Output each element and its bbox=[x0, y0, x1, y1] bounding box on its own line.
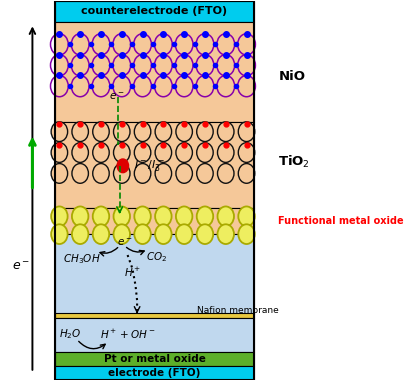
Circle shape bbox=[238, 142, 255, 162]
Circle shape bbox=[217, 224, 234, 244]
Circle shape bbox=[238, 207, 255, 226]
Circle shape bbox=[51, 224, 68, 244]
Circle shape bbox=[217, 207, 234, 226]
Circle shape bbox=[117, 159, 128, 173]
Circle shape bbox=[155, 224, 172, 244]
Circle shape bbox=[51, 122, 68, 141]
Text: electrode (FTO): electrode (FTO) bbox=[109, 368, 201, 378]
Circle shape bbox=[176, 142, 192, 162]
Text: $H_2O$: $H_2O$ bbox=[59, 327, 82, 341]
Text: Nafion membrane: Nafion membrane bbox=[197, 306, 279, 315]
Bar bbox=[55, 208, 254, 234]
Circle shape bbox=[197, 163, 213, 183]
Circle shape bbox=[93, 142, 109, 162]
Text: NiO: NiO bbox=[278, 70, 305, 83]
Circle shape bbox=[113, 142, 130, 162]
Circle shape bbox=[93, 224, 109, 244]
Text: counterelectrode (FTO): counterelectrode (FTO) bbox=[81, 6, 228, 16]
Text: $H^+$: $H^+$ bbox=[124, 266, 141, 279]
Circle shape bbox=[217, 122, 234, 141]
Text: $e^-$: $e^-$ bbox=[109, 91, 124, 102]
Circle shape bbox=[217, 142, 234, 162]
Circle shape bbox=[93, 207, 109, 226]
Circle shape bbox=[72, 207, 88, 226]
Circle shape bbox=[197, 122, 213, 141]
Circle shape bbox=[51, 163, 68, 183]
Text: $CH_3OH$: $CH_3OH$ bbox=[63, 253, 100, 266]
Circle shape bbox=[72, 142, 88, 162]
Text: Functional metal oxide: Functional metal oxide bbox=[278, 216, 404, 226]
Circle shape bbox=[113, 163, 130, 183]
FancyArrowPatch shape bbox=[100, 248, 118, 256]
Bar bbox=[55, 1, 254, 380]
Circle shape bbox=[197, 224, 213, 244]
FancyArrowPatch shape bbox=[126, 247, 144, 255]
Text: Pt or metal oxide: Pt or metal oxide bbox=[104, 354, 205, 364]
Bar bbox=[55, 122, 254, 208]
Text: $e^-$: $e^-$ bbox=[117, 237, 133, 248]
Circle shape bbox=[72, 122, 88, 141]
Circle shape bbox=[176, 224, 192, 244]
Circle shape bbox=[134, 163, 151, 183]
Bar bbox=[55, 314, 254, 319]
Circle shape bbox=[134, 224, 151, 244]
Circle shape bbox=[72, 163, 88, 183]
Circle shape bbox=[134, 122, 151, 141]
Circle shape bbox=[155, 122, 172, 141]
Circle shape bbox=[155, 142, 172, 162]
Text: $e^-$: $e^-$ bbox=[12, 260, 30, 273]
Bar bbox=[55, 234, 254, 314]
Bar bbox=[55, 1, 254, 22]
Circle shape bbox=[197, 142, 213, 162]
Circle shape bbox=[176, 207, 192, 226]
Circle shape bbox=[93, 163, 109, 183]
Text: TiO$_2$: TiO$_2$ bbox=[278, 154, 310, 170]
Circle shape bbox=[238, 163, 255, 183]
Circle shape bbox=[113, 224, 130, 244]
Circle shape bbox=[176, 163, 192, 183]
Bar bbox=[55, 352, 254, 366]
Circle shape bbox=[134, 207, 151, 226]
Circle shape bbox=[51, 142, 68, 162]
Circle shape bbox=[217, 163, 234, 183]
Text: $I^-/I_3^-$: $I^-/I_3^-$ bbox=[134, 158, 165, 173]
Circle shape bbox=[113, 207, 130, 226]
Bar bbox=[55, 319, 254, 352]
Circle shape bbox=[93, 122, 109, 141]
Circle shape bbox=[155, 163, 172, 183]
Circle shape bbox=[51, 207, 68, 226]
FancyArrowPatch shape bbox=[79, 341, 105, 349]
Circle shape bbox=[113, 122, 130, 141]
Circle shape bbox=[176, 122, 192, 141]
Circle shape bbox=[134, 142, 151, 162]
Text: $H^+ + OH^-$: $H^+ + OH^-$ bbox=[100, 327, 156, 341]
Text: $CO_2$: $CO_2$ bbox=[145, 250, 167, 264]
Circle shape bbox=[238, 122, 255, 141]
Bar bbox=[55, 366, 254, 380]
Circle shape bbox=[197, 207, 213, 226]
Circle shape bbox=[72, 224, 88, 244]
Circle shape bbox=[155, 207, 172, 226]
Circle shape bbox=[238, 224, 255, 244]
Bar bbox=[55, 22, 254, 122]
